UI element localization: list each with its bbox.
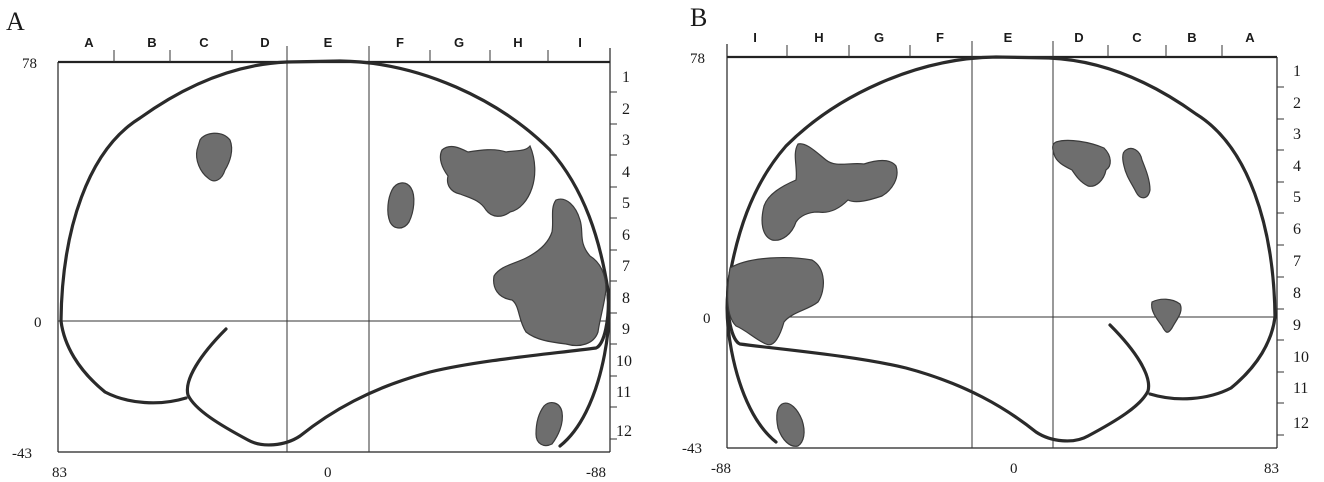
panel-b-row-label: 2: [1293, 95, 1301, 112]
panel-a-activation-cluster: [439, 144, 536, 217]
panel-b-col-label: F: [936, 30, 944, 45]
panel-a-x-right-value: -88: [586, 465, 606, 481]
panel-b-x-right-value: 83: [1264, 461, 1279, 477]
panel-b-col-label: B: [1187, 30, 1196, 45]
panel-b-y-zero-value: 0: [703, 311, 711, 327]
panel-a-activation-cluster: [195, 132, 233, 182]
panel-b-activation-cluster: [1122, 147, 1151, 199]
panel-b-col-label: A: [1245, 30, 1255, 45]
panel-a-activation-cluster: [387, 182, 415, 229]
panel-a-y-zero-value: 0: [34, 315, 42, 331]
panel-b-activation-cluster: [776, 402, 805, 447]
panel-a-col-label: I: [578, 35, 582, 50]
panel-b-cerebellum-outline: [725, 289, 778, 444]
panel-a-y-top-value: 78: [22, 56, 37, 72]
panel-b-col-label: G: [874, 30, 884, 45]
panel-b-row-label: 7: [1293, 253, 1301, 270]
panel-b-column-ticks: [786, 41, 1223, 57]
panel-b-row-label: 3: [1293, 126, 1301, 143]
panel-b-col-label: C: [1132, 30, 1142, 45]
panel-b-activation-cluster: [761, 143, 898, 241]
panel-a-row-label: 5: [622, 195, 630, 212]
panel-b-row-label: 8: [1293, 285, 1301, 302]
panel-a-activation-cluster: [535, 402, 563, 447]
panel-a-row-label: 10: [616, 353, 632, 370]
panel-b-row-label: 12: [1293, 415, 1309, 432]
panel-b-row-label: 5: [1293, 189, 1301, 206]
panel-b-col-label: I: [753, 30, 757, 45]
panel-a-col-label: F: [396, 35, 404, 50]
panel-a-brain-outline: [59, 59, 610, 447]
panel-a-activation-cluster: [493, 198, 607, 347]
panel-b-activation-cluster: [1151, 298, 1182, 333]
panel-b-row-label: 11: [1293, 380, 1308, 397]
panel-a-row-ticks: [610, 91, 617, 440]
panel-a-row-label: 4: [622, 164, 630, 181]
panel-a-col-label: A: [84, 35, 94, 50]
panel-b-brain-outline: [726, 55, 1277, 443]
panel-a-col-label: H: [513, 35, 522, 50]
panel-a-row-label: 2: [622, 101, 630, 118]
panel-b-label: B: [690, 3, 707, 32]
panel-a-x-left-value: 83: [52, 465, 67, 481]
panel-a-col-label: D: [260, 35, 269, 50]
panel-a-cerebellum-outline: [558, 293, 611, 448]
panel-b-row-label: 9: [1293, 317, 1301, 334]
panel-a-row-label: 7: [622, 258, 630, 275]
panel-b-row-label: 10: [1293, 349, 1309, 366]
panel-a-row-label: 6: [622, 227, 630, 244]
panel-b-temporal-pole-outline: [1148, 315, 1277, 401]
panel-a-row-label: 9: [622, 321, 630, 338]
panel-a-label: A: [6, 7, 25, 36]
panel-b-row-label: 1: [1293, 63, 1301, 80]
panel-b-row-label: 6: [1293, 221, 1301, 238]
panel-a-row-label: 12: [616, 423, 632, 440]
panel-b-x-zero-value: 0: [1010, 461, 1018, 477]
panel-b-row-ticks: [1277, 86, 1284, 436]
panel-b-row-label: 4: [1293, 158, 1301, 175]
panel-a-row-label: 1: [622, 69, 630, 86]
panel-b: B I H G F E D C B A: [682, 3, 1309, 477]
panel-a-col-label: C: [199, 35, 209, 50]
panel-b-activation-cluster: [1052, 139, 1111, 187]
panel-a-row-label: 11: [616, 384, 631, 401]
panel-a-col-label: B: [147, 35, 156, 50]
panel-a-temporal-pole-outline: [59, 319, 188, 405]
panel-b-col-label: D: [1074, 30, 1083, 45]
panel-a-row-label: 3: [622, 132, 630, 149]
panel-a-col-label: E: [324, 35, 333, 50]
panel-a: A A B C D E F G H I: [6, 7, 632, 481]
panel-b-activation-cluster: [726, 257, 824, 346]
panel-a-col-label: G: [454, 35, 464, 50]
panel-a-column-ticks: [113, 46, 549, 62]
panel-b-x-left-value: -88: [711, 461, 731, 477]
panel-a-y-bottom-value: -43: [12, 446, 32, 462]
panel-b-col-label: E: [1004, 30, 1013, 45]
panel-b-y-top-value: 78: [690, 51, 705, 67]
panel-a-row-label: 8: [622, 290, 630, 307]
panel-a-x-zero-value: 0: [324, 465, 332, 481]
panel-b-y-bottom-value: -43: [682, 441, 702, 457]
panel-b-col-label: H: [814, 30, 823, 45]
